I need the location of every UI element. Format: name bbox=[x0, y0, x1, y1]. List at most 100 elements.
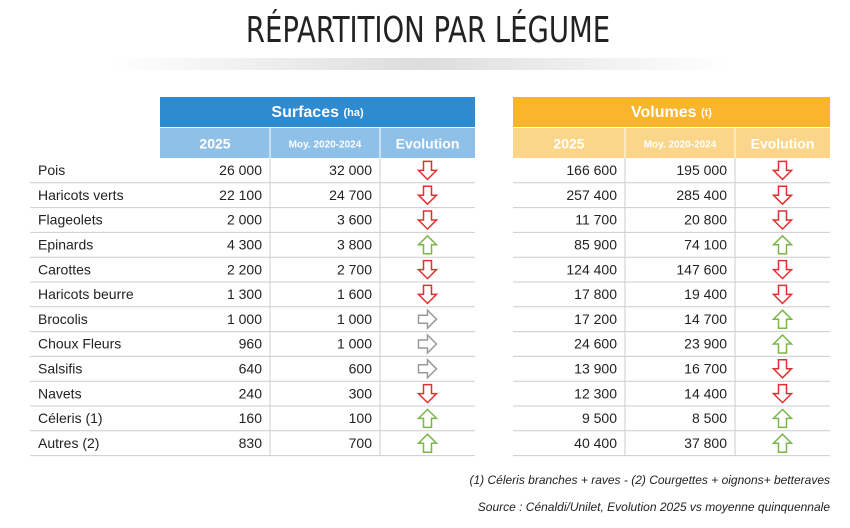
cell-value: 285 400 bbox=[676, 187, 727, 203]
cell-value: 74 100 bbox=[684, 237, 727, 253]
evolution-arrow bbox=[771, 259, 794, 280]
cell-value: 13 900 bbox=[574, 361, 617, 377]
column-header: 2025 bbox=[199, 136, 230, 152]
column-header: 2025 bbox=[553, 136, 584, 152]
cell-value: 166 600 bbox=[566, 162, 617, 178]
cell-value: 100 bbox=[349, 410, 373, 426]
cell-value: 3 800 bbox=[337, 237, 372, 253]
cell-value: 19 400 bbox=[684, 286, 727, 302]
cell-value: 195 000 bbox=[676, 162, 727, 178]
cell-value: 1 300 bbox=[227, 286, 262, 302]
evolution-arrow bbox=[771, 333, 794, 354]
cell-value: 1 000 bbox=[227, 311, 262, 327]
page-title: RÉPARTITION PAR LÉGUME bbox=[246, 8, 610, 51]
evolution-arrow bbox=[771, 408, 794, 429]
evolution-arrow bbox=[417, 308, 438, 331]
evolution-arrow bbox=[416, 210, 439, 231]
evolution-arrow bbox=[771, 383, 794, 404]
row-label: Haricots verts bbox=[38, 187, 124, 203]
row-label: Brocolis bbox=[38, 311, 88, 327]
evolution-arrow bbox=[771, 433, 794, 453]
evolution-arrow bbox=[416, 383, 439, 404]
row-label: Pois bbox=[38, 162, 65, 178]
cell-value: 1 000 bbox=[337, 311, 372, 327]
cell-value: 2 200 bbox=[227, 261, 262, 277]
cell-value: 3 600 bbox=[337, 212, 372, 228]
group-header bbox=[160, 97, 475, 127]
evolution-arrow bbox=[416, 234, 439, 255]
cell-value: 26 000 bbox=[219, 162, 262, 178]
evolution-arrow bbox=[771, 185, 794, 206]
cell-value: 14 400 bbox=[684, 385, 727, 401]
cell-value: 600 bbox=[349, 361, 373, 377]
cell-value: 960 bbox=[239, 336, 263, 352]
row-label: Carottes bbox=[38, 261, 91, 277]
group-header bbox=[513, 97, 830, 127]
column-header: Moy. 2020-2024 bbox=[644, 140, 717, 151]
cell-value: 14 700 bbox=[684, 311, 727, 327]
cell-value: 37 800 bbox=[684, 435, 727, 451]
group-title-text: Volumes bbox=[631, 104, 697, 121]
evolution-arrow bbox=[771, 359, 794, 379]
column-header: Evolution bbox=[751, 136, 815, 152]
evolution-arrow bbox=[417, 333, 438, 355]
cell-value: 2 700 bbox=[337, 261, 372, 277]
cell-value: 2 000 bbox=[227, 212, 262, 228]
cell-value: 124 400 bbox=[566, 261, 617, 277]
footnote: (1) Céleris branches + raves - (2) Courg… bbox=[469, 473, 830, 487]
cell-value: 22 100 bbox=[219, 187, 262, 203]
group-unit: (ha) bbox=[343, 107, 364, 119]
evolution-arrow bbox=[416, 433, 439, 453]
cell-value: 16 700 bbox=[684, 361, 727, 377]
cell-value: 8 500 bbox=[692, 410, 727, 426]
cell-value: 17 800 bbox=[574, 286, 617, 302]
cell-value: 700 bbox=[349, 435, 373, 451]
row-label: Choux Fleurs bbox=[38, 336, 121, 352]
group-unit: (t) bbox=[701, 107, 712, 119]
cell-value: 240 bbox=[239, 385, 263, 401]
evolution-arrow bbox=[771, 234, 794, 255]
column-header: Moy. 2020-2024 bbox=[289, 140, 362, 151]
title-shadow bbox=[110, 58, 730, 70]
evolution-arrow bbox=[771, 309, 794, 329]
row-label: Autres (2) bbox=[38, 435, 99, 451]
cell-value: 85 900 bbox=[574, 237, 617, 253]
cell-value: 1 600 bbox=[337, 286, 372, 302]
cell-value: 23 900 bbox=[684, 336, 727, 352]
row-label: Epinards bbox=[38, 237, 93, 253]
evolution-arrow bbox=[416, 185, 439, 206]
source-note: Source : Cénaldi/Unilet, Evolution 2025 … bbox=[478, 500, 831, 514]
column-header: Evolution bbox=[396, 136, 460, 152]
row-label: Céleris (1) bbox=[38, 410, 103, 426]
cell-value: 257 400 bbox=[566, 187, 617, 203]
evolution-arrow bbox=[417, 357, 438, 380]
cell-value: 40 400 bbox=[574, 435, 617, 451]
cell-value: 17 200 bbox=[574, 311, 617, 327]
row-label: Navets bbox=[38, 385, 82, 401]
cell-value: 4 300 bbox=[227, 237, 262, 253]
row-label: Salsifis bbox=[38, 361, 82, 377]
group-title: Surfaces (ha) bbox=[271, 104, 364, 121]
cell-value: 160 bbox=[239, 410, 263, 426]
cell-value: 11 700 bbox=[575, 212, 617, 228]
evolution-arrow bbox=[771, 284, 794, 305]
row-label: Flageolets bbox=[38, 212, 103, 228]
evolution-arrow bbox=[771, 210, 794, 231]
group-title-text: Surfaces bbox=[271, 104, 339, 121]
row-label: Haricots beurre bbox=[38, 286, 134, 302]
cell-value: 830 bbox=[239, 435, 263, 451]
subheader bbox=[160, 128, 475, 158]
evolution-arrow bbox=[416, 160, 439, 181]
evolution-arrow bbox=[416, 259, 439, 280]
cell-value: 640 bbox=[239, 361, 263, 377]
evolution-arrow bbox=[416, 284, 439, 305]
cell-value: 20 800 bbox=[684, 212, 727, 228]
cell-value: 24 600 bbox=[574, 336, 617, 352]
cell-value: 24 700 bbox=[329, 187, 372, 203]
group-title: Volumes (t) bbox=[631, 104, 712, 121]
cell-value: 1 000 bbox=[337, 336, 372, 352]
cell-value: 12 300 bbox=[574, 385, 617, 401]
cell-value: 300 bbox=[349, 385, 373, 401]
cell-value: 9 500 bbox=[582, 410, 617, 426]
